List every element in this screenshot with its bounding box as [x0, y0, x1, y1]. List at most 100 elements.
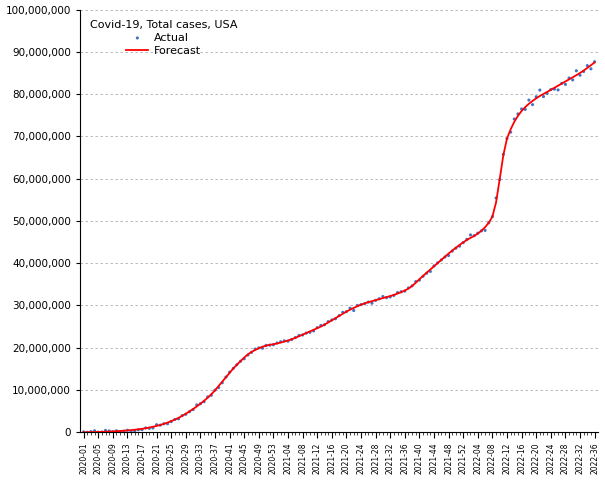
- Actual: [506, 128, 515, 136]
- Actual: [557, 80, 567, 87]
- Actual: [203, 393, 212, 401]
- Actual: [199, 398, 209, 406]
- Actual: [316, 322, 325, 329]
- Actual: [371, 297, 381, 304]
- Actual: [185, 408, 194, 416]
- Actual: [232, 361, 242, 369]
- Actual: [261, 341, 271, 349]
- Actual: [323, 318, 333, 325]
- Forecast: [80, 430, 87, 435]
- Actual: [360, 300, 370, 308]
- Actual: [385, 293, 395, 301]
- Actual: [459, 239, 468, 246]
- Forecast: [525, 101, 532, 107]
- Actual: [148, 424, 158, 432]
- Actual: [509, 115, 519, 123]
- Actual: [294, 332, 304, 339]
- Actual: [217, 379, 227, 386]
- Actual: [240, 355, 249, 362]
- Actual: [549, 85, 559, 93]
- Actual: [159, 420, 169, 428]
- Actual: [542, 90, 552, 97]
- Actual: [141, 424, 151, 432]
- Actual: [451, 244, 461, 252]
- Actual: [145, 424, 154, 432]
- Actual: [546, 86, 555, 94]
- Actual: [422, 269, 431, 277]
- Actual: [155, 421, 165, 429]
- Actual: [484, 219, 494, 227]
- Forecast: [591, 60, 598, 65]
- Actual: [130, 427, 140, 435]
- Actual: [100, 427, 110, 434]
- Actual: [495, 176, 505, 183]
- Actual: [188, 406, 198, 413]
- Actual: [250, 345, 260, 353]
- Actual: [425, 267, 435, 275]
- Actual: [163, 420, 172, 428]
- Actual: [177, 412, 187, 420]
- Actual: [502, 135, 512, 143]
- Actual: [206, 391, 216, 399]
- Actual: [561, 81, 571, 88]
- Actual: [367, 300, 377, 307]
- Actual: [407, 282, 417, 290]
- Actual: [429, 262, 439, 270]
- Actual: [418, 273, 428, 280]
- Actual: [309, 327, 318, 335]
- Actual: [305, 328, 315, 336]
- Actual: [312, 324, 322, 332]
- Actual: [104, 427, 114, 435]
- Forecast: [109, 429, 116, 434]
- Actual: [301, 329, 311, 337]
- Actual: [374, 295, 384, 302]
- Actual: [276, 338, 286, 346]
- Actual: [364, 298, 373, 306]
- Actual: [575, 72, 585, 79]
- Actual: [436, 256, 446, 264]
- Actual: [152, 421, 162, 429]
- Actual: [535, 86, 545, 94]
- Actual: [473, 229, 483, 237]
- Actual: [443, 252, 453, 259]
- Actual: [327, 316, 336, 324]
- Forecast: [83, 429, 91, 435]
- Actual: [564, 74, 574, 82]
- Actual: [287, 336, 296, 343]
- Actual: [79, 428, 88, 436]
- Actual: [192, 401, 201, 409]
- Actual: [134, 426, 143, 433]
- Actual: [338, 309, 348, 316]
- Actual: [126, 428, 136, 435]
- Actual: [210, 386, 220, 394]
- Actual: [108, 428, 117, 436]
- Actual: [448, 247, 457, 255]
- Actual: [269, 341, 278, 348]
- Actual: [382, 294, 391, 301]
- Actual: [342, 308, 352, 315]
- Actual: [528, 101, 537, 108]
- Actual: [82, 429, 92, 436]
- Actual: [568, 76, 578, 84]
- Actual: [258, 345, 267, 352]
- Actual: [356, 301, 366, 309]
- Actual: [433, 259, 442, 267]
- Actual: [280, 337, 289, 345]
- Forecast: [566, 76, 573, 82]
- Actual: [499, 151, 508, 158]
- Actual: [513, 110, 523, 118]
- Actual: [477, 227, 486, 235]
- Actual: [480, 227, 490, 234]
- Actual: [272, 339, 282, 347]
- Actual: [349, 307, 359, 314]
- Actual: [389, 292, 399, 300]
- Actual: [86, 428, 96, 435]
- Actual: [572, 67, 581, 74]
- Actual: [225, 368, 235, 376]
- Actual: [491, 194, 501, 202]
- Actual: [119, 427, 129, 435]
- Actual: [214, 384, 223, 391]
- Actual: [236, 358, 246, 365]
- Actual: [116, 428, 125, 435]
- Actual: [538, 93, 548, 100]
